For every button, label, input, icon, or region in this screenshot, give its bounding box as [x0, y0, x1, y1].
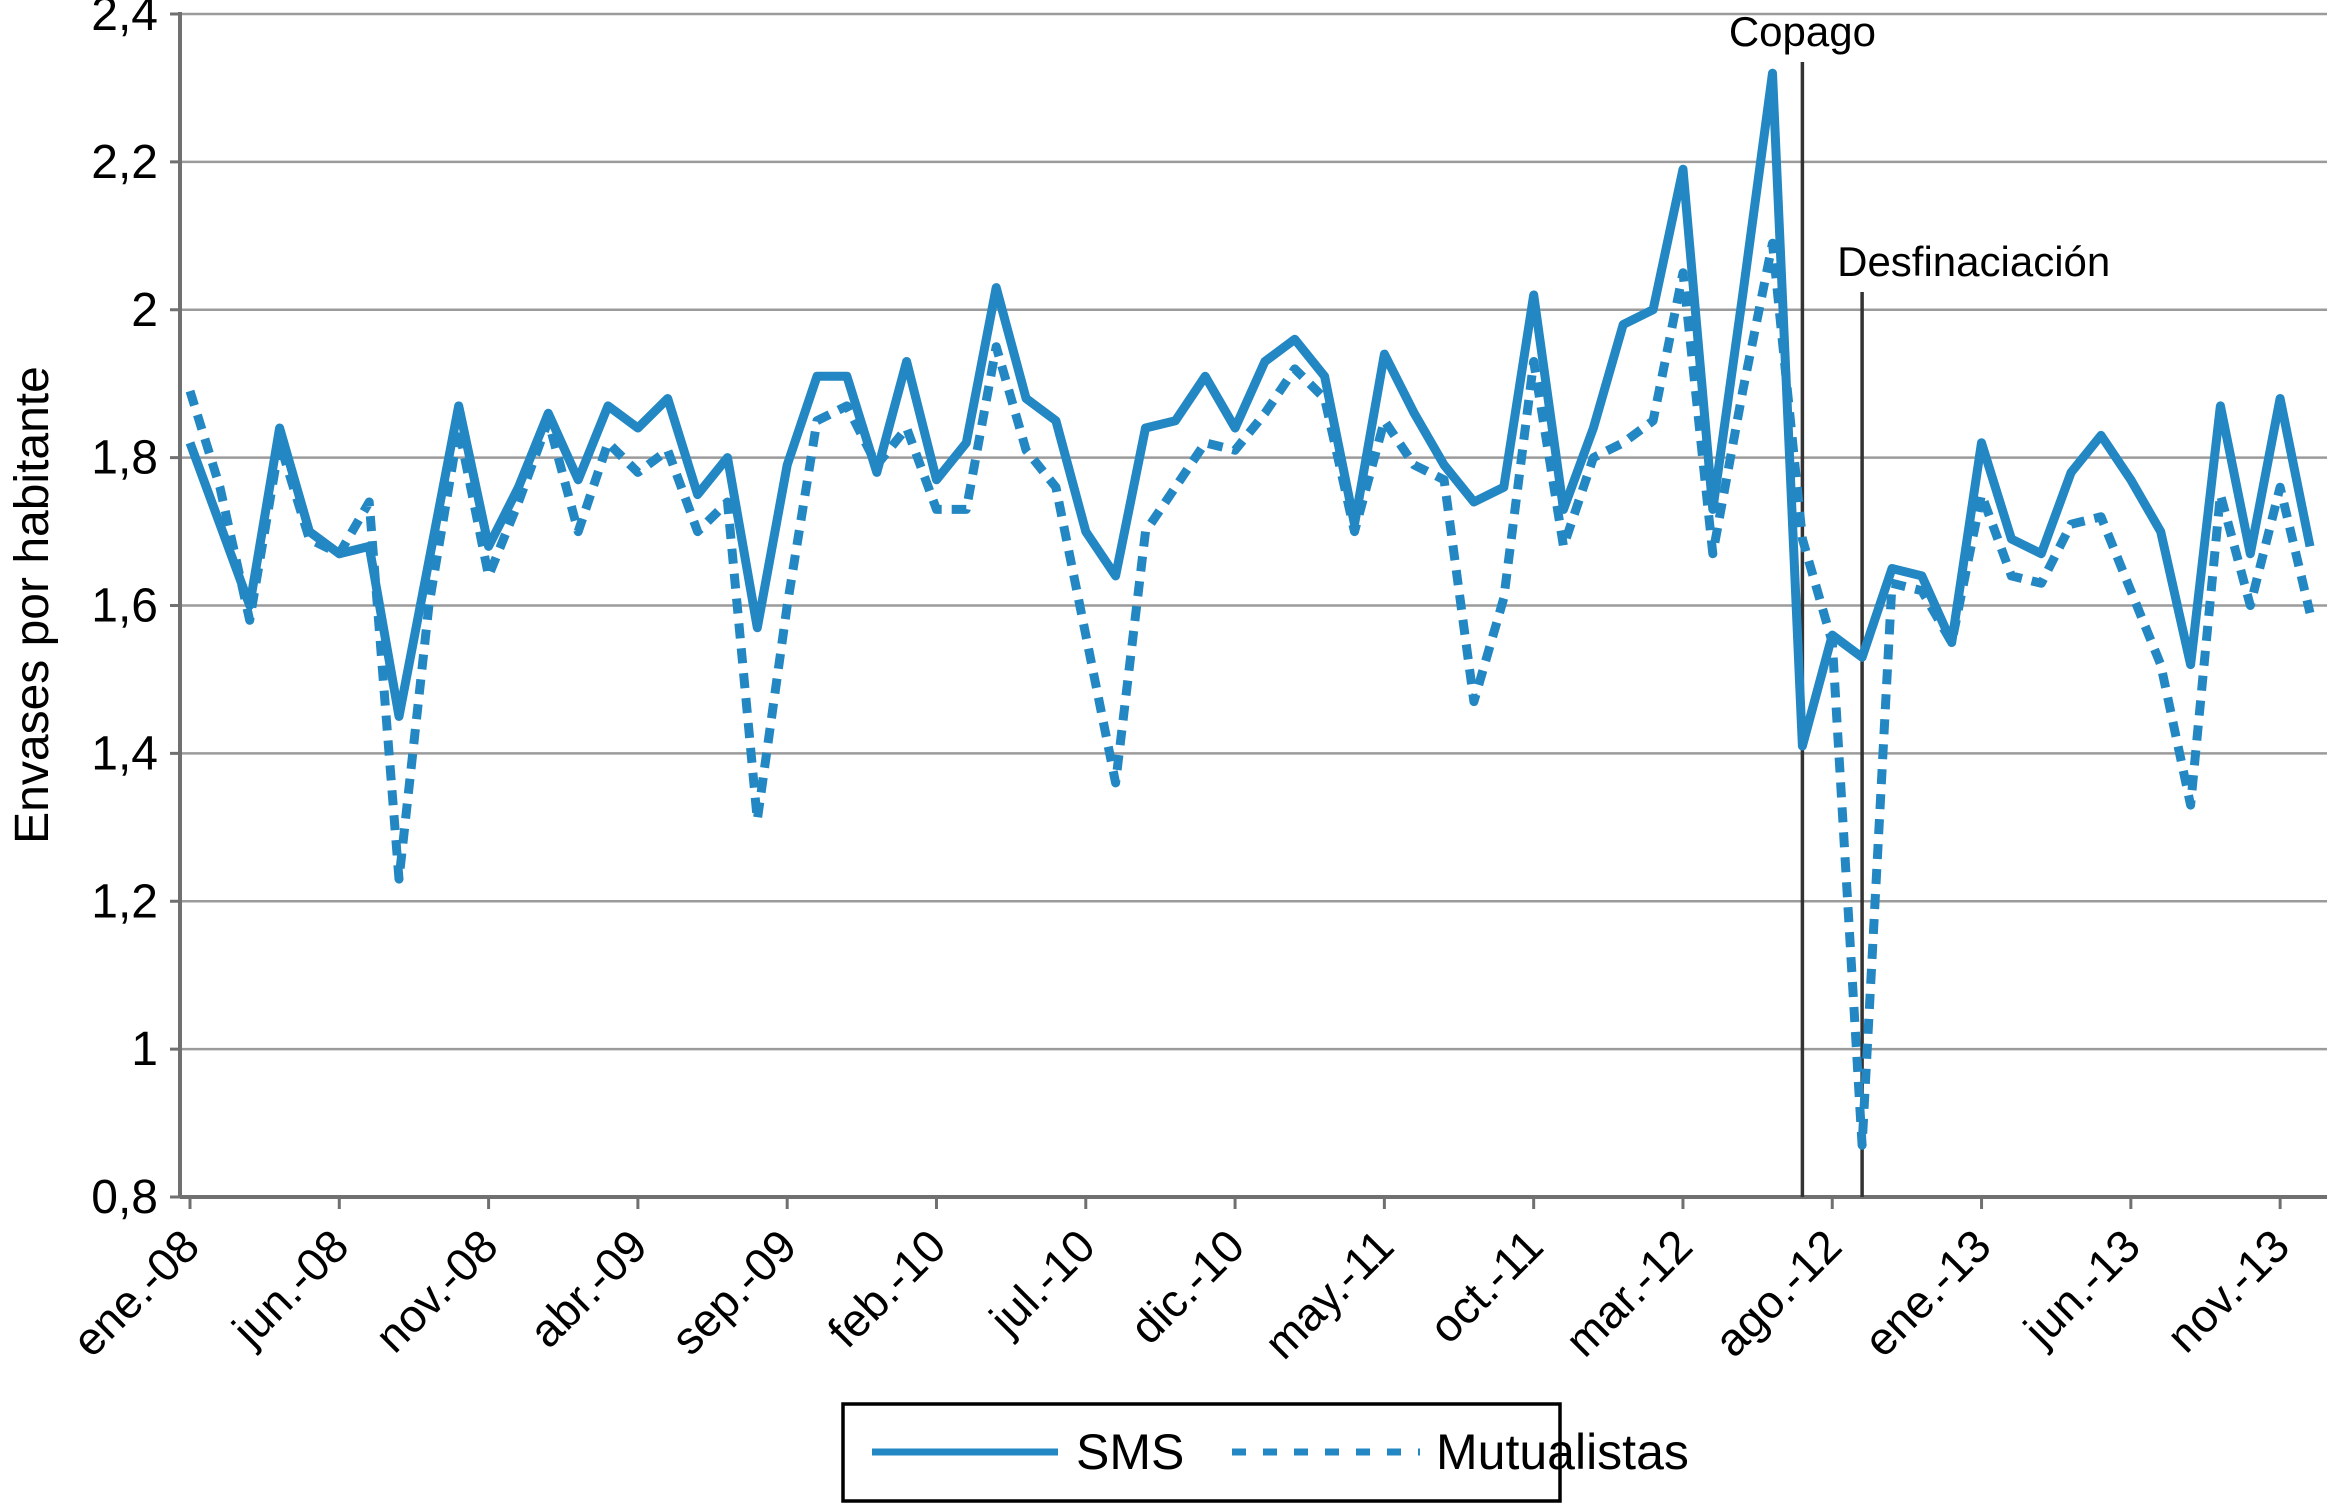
legend-mutualistas-label: Mutualistas: [1436, 1424, 1689, 1480]
x-tick-label: nov.-08: [365, 1219, 508, 1362]
y-tick-label: 1,8: [91, 432, 158, 485]
data-series-group: [185, 68, 2315, 1150]
event-markers-group: Copago Desfinaciación: [1729, 8, 2110, 1197]
y-tick-label: 1,2: [91, 875, 158, 928]
legend-group: SMS Mutualistas: [841, 1402, 1689, 1503]
legend-sms-label: SMS: [1076, 1424, 1184, 1480]
event-label: Desfinaciación: [1837, 238, 2110, 285]
y-tick-label: 1: [131, 1023, 158, 1076]
x-tick-label: nov.-13: [2156, 1219, 2299, 1362]
y-tick-label: 2: [131, 284, 158, 337]
y-tick-label: 2,4: [91, 0, 158, 41]
y-axis-title: Envases por habitante: [6, 366, 59, 844]
x-tick-label: sep.-09: [661, 1219, 806, 1364]
x-tick-label: may.-11: [1254, 1219, 1403, 1368]
x-tick-label: ene.-13: [1854, 1219, 2001, 1366]
y-tick-label: 2,2: [91, 136, 158, 189]
mutualistas-line: [185, 238, 2315, 1150]
y-axis-ticks-group: 0,8 1 1,2 1,4 1,6 1,8 2 2,2 2,4: [91, 0, 180, 1224]
y-axis-title-group: Envases por habitante: [6, 366, 59, 844]
x-axis-ticks-group: ene.-08 jun.-08 nov.-08 abr.-09 sep.-09 feb.-…: [62, 1197, 2299, 1369]
x-tick-label: dic.-10: [1120, 1219, 1254, 1353]
gridlines-group: [180, 12, 2327, 1199]
x-tick-label: ago.-12: [1704, 1219, 1851, 1366]
x-tick-label: mar.-12: [1555, 1219, 1702, 1366]
x-tick-label: oct.-11: [1419, 1219, 1553, 1353]
y-tick-label: 1,4: [91, 727, 158, 780]
event-label: Copago: [1729, 8, 1876, 55]
x-tick-label: feb.-10: [818, 1219, 956, 1357]
x-tick-label: abr.-09: [519, 1219, 657, 1357]
x-tick-label: jun.-13: [2012, 1219, 2150, 1357]
x-tick-label: ene.-08: [62, 1219, 209, 1366]
x-tick-label: jul.-10: [978, 1219, 1105, 1346]
sms-line: [185, 68, 2315, 751]
y-tick-label: 1,6: [91, 580, 158, 633]
x-tick-label: jun.-08: [221, 1219, 359, 1357]
y-tick-label: 0,8: [91, 1171, 158, 1224]
